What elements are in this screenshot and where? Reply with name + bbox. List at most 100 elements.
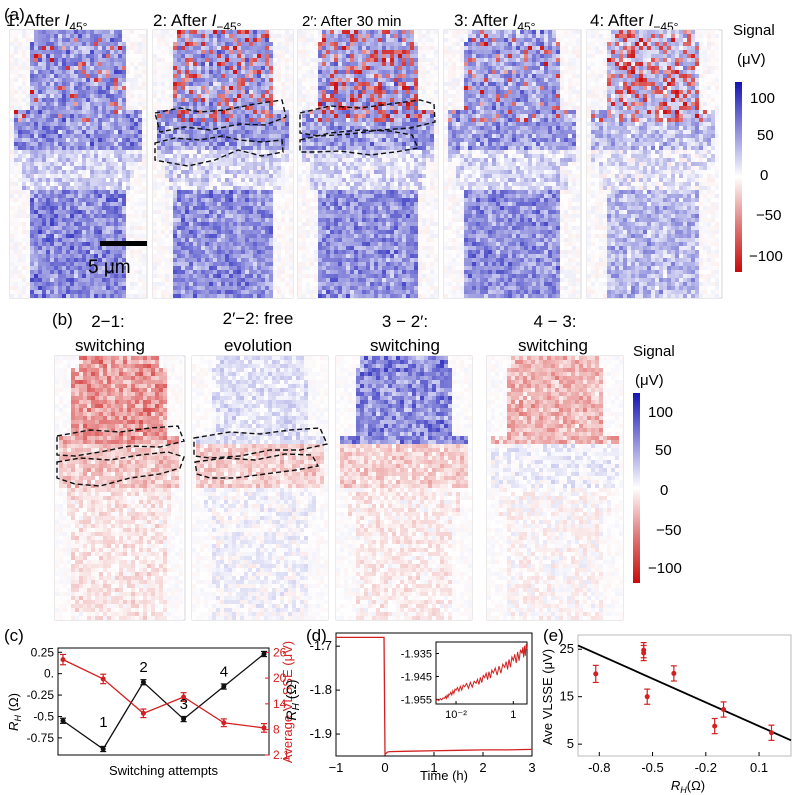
- map-b3-pixels: [384, 432, 412, 436]
- map-b3-pixels: [336, 356, 472, 600]
- map-b1-pixels: [119, 444, 143, 472]
- map-a3-pixels: [362, 66, 390, 78]
- map-b3-pixels: [364, 412, 396, 432]
- map-b3-pixels: [416, 396, 444, 424]
- map-b2-pixels: [208, 448, 312, 464]
- map-a2-pixels: [173, 182, 197, 186]
- map-a3-pixels: [410, 62, 414, 66]
- map-b4-pixels: [491, 376, 599, 616]
- x-axis-label: RH(Ω): [671, 778, 705, 795]
- map-a2-pixels: [197, 90, 233, 106]
- map-a3-pixels: [406, 54, 410, 58]
- map-a1-pixels: [126, 154, 130, 158]
- map-b1-pixels: [59, 372, 179, 612]
- scale-bar: [100, 241, 147, 246]
- map-b2-pixels: [200, 452, 320, 484]
- map-a4-pixels: [536, 210, 540, 214]
- map-b2-pixels: [316, 456, 320, 460]
- map-b4-pixels: [495, 456, 563, 476]
- map-a1-pixels: [22, 182, 26, 186]
- map-a3-pixels: [394, 250, 398, 254]
- map-a4-pixels: [496, 174, 500, 178]
- map-a2-pixels: [229, 114, 233, 118]
- map-a1-pixels: [106, 74, 110, 78]
- map-b1-title-line2: switching: [75, 336, 145, 355]
- map-a3-pixels: [350, 246, 382, 254]
- ytick-label: 5: [567, 736, 574, 751]
- map-a4-pixels: [500, 206, 504, 210]
- map-b4-pixels: [499, 452, 599, 608]
- map-b3-pixels: [356, 448, 448, 616]
- map-a5-pixels: [663, 70, 667, 74]
- map-b4-pixels: [547, 376, 575, 440]
- map-a5-pixels: [591, 150, 607, 178]
- map-b4-pixels: [599, 420, 619, 440]
- map-b4-pixels: [519, 400, 523, 404]
- colorbar-b-gradient: [633, 393, 640, 583]
- point-label: 3: [180, 696, 188, 713]
- map-b1-pixels: [99, 412, 103, 436]
- map-a1-pixels: [94, 42, 98, 46]
- map-a5-pixels: [631, 54, 635, 58]
- map-a2-pixels: [213, 106, 249, 122]
- map-a1-pixels: [142, 158, 146, 162]
- map-a2-pixels: [181, 78, 201, 102]
- map-a2-pixels: [265, 110, 269, 114]
- map-b3-pixels: [360, 472, 364, 476]
- map-b2-pixels: [216, 360, 304, 584]
- map-a3-pixels: [330, 158, 398, 182]
- map-a3-pixels: [346, 78, 350, 82]
- ytick-label: -1.9: [310, 726, 332, 741]
- map-a2-pixels: [241, 82, 273, 106]
- map-b3-pixels: [380, 452, 460, 484]
- map-b4-pixels: [487, 388, 623, 620]
- map-a1-pixels: [74, 94, 78, 98]
- map-b1: [54, 355, 186, 621]
- map-b4-pixels: [539, 424, 579, 440]
- map-a5-pixels: [595, 62, 599, 66]
- map-a5-pixels: [655, 42, 659, 46]
- map-a4-pixels: [552, 110, 556, 114]
- map-b1-pixels: [119, 428, 123, 432]
- map-a3-pixels: [422, 110, 426, 114]
- map-b3-pixels: [428, 448, 432, 452]
- map-b4-pixels: [519, 540, 523, 544]
- map-b3-pixels: [440, 364, 444, 368]
- map-a3-pixels: [334, 114, 338, 118]
- map-b4-pixels: [531, 404, 535, 408]
- map-a1-pixels: [114, 78, 118, 114]
- map-a3-pixels: [346, 114, 350, 118]
- map-b1-pixels: [55, 356, 183, 608]
- map-a5-pixels: [627, 34, 631, 38]
- data-point: [221, 720, 227, 726]
- map-a4-pixels: [444, 30, 572, 298]
- map-a3-pixels: [346, 294, 350, 298]
- map-a2-pixels: [257, 38, 261, 42]
- map-a5-pixels: [639, 70, 643, 74]
- map-b3-pixels: [448, 392, 452, 396]
- map-b2-pixels: [296, 432, 300, 436]
- map-a2-pixels: [201, 62, 229, 214]
- map-a4-pixels: [464, 86, 468, 90]
- map-a1-pixels: [22, 118, 38, 158]
- map-a2-pixels: [185, 62, 189, 66]
- map-a5-pixels: [631, 114, 635, 118]
- map-a4-pixels: [504, 70, 508, 74]
- map-a5-pixels: [619, 50, 623, 54]
- map-a1-pixels: [122, 66, 126, 70]
- map-b1-pixels: [75, 396, 175, 592]
- xtick-label: -0.8: [588, 760, 610, 775]
- map-a3-pixels: [322, 54, 326, 58]
- map-b1-pixels: [147, 412, 151, 416]
- map-a4-pixels: [556, 106, 560, 110]
- map-b2-pixels: [200, 444, 304, 472]
- xtick-label: −1: [329, 760, 344, 775]
- map-b4-pixels: [579, 432, 595, 444]
- map-b1-pixels: [79, 384, 155, 620]
- ytick-label: 15: [560, 689, 574, 704]
- xtick-label: -0.5: [641, 760, 663, 775]
- map-a4-pixels: [444, 30, 580, 298]
- map-a1-pixels: [78, 62, 82, 66]
- map-a4-pixels: [484, 90, 508, 210]
- map-a4-pixels: [556, 58, 560, 62]
